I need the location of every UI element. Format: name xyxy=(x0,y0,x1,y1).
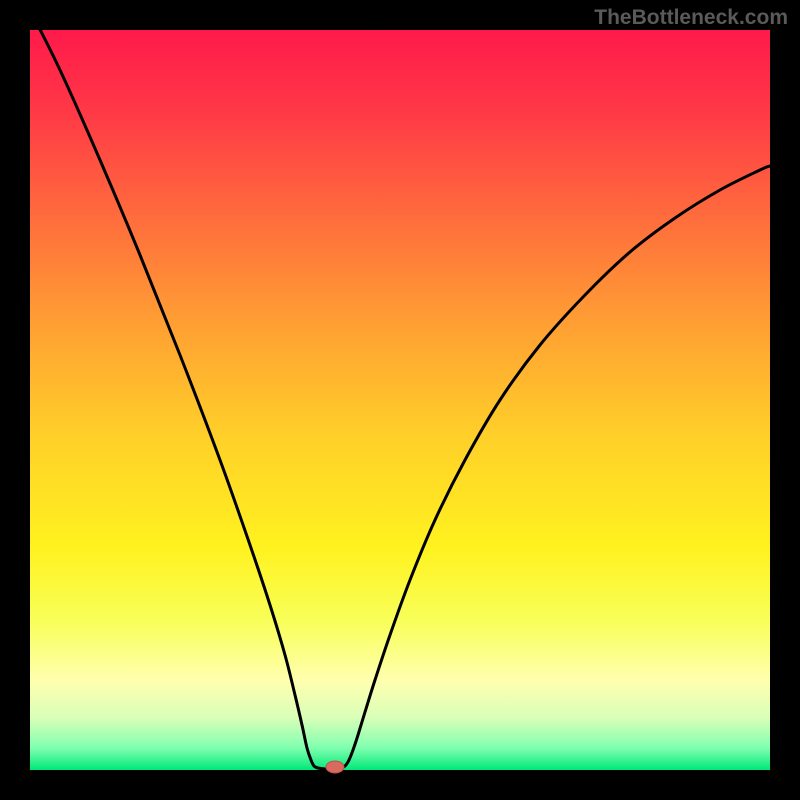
optimal-point-marker xyxy=(326,761,344,773)
watermark-text: TheBottleneck.com xyxy=(594,6,788,30)
chart-svg xyxy=(0,0,800,800)
bottleneck-chart: TheBottleneck.com xyxy=(0,0,800,800)
